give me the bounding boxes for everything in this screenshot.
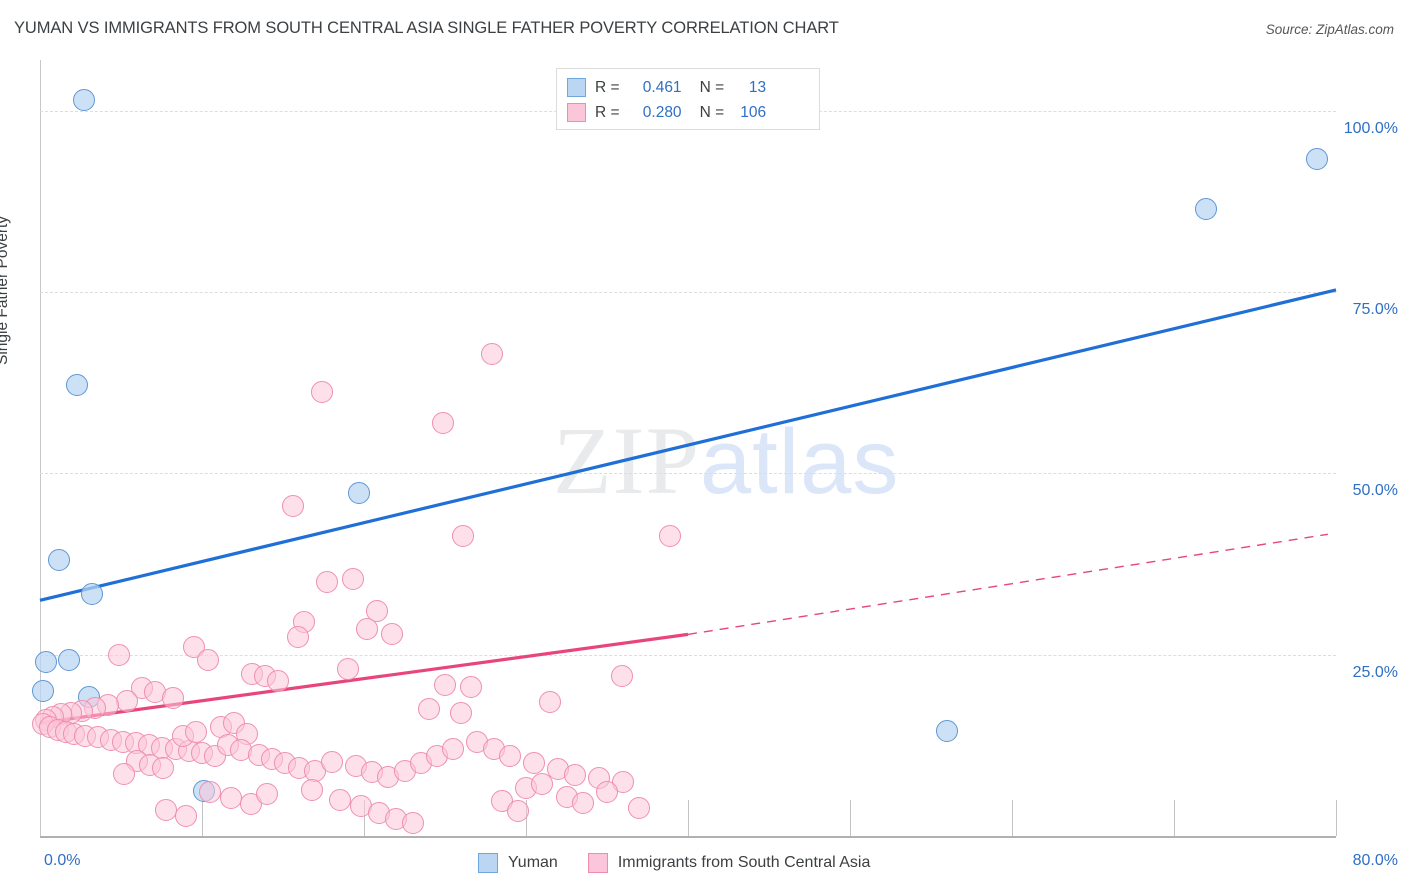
legend-label-yuman: Yuman [508, 854, 558, 871]
y-axis-label-100: 100.0% [1343, 119, 1398, 137]
x-axis-tick-60 [1012, 800, 1013, 836]
scatter-point[interactable] [659, 525, 682, 548]
stats-r-value-yuman: 0.461 [642, 78, 682, 96]
x-axis-tick-80 [1336, 800, 1337, 836]
scatter-point[interactable] [152, 756, 175, 779]
scatter-point[interactable] [32, 679, 55, 702]
legend-swatch-yuman [478, 853, 498, 873]
scatter-point[interactable] [1305, 148, 1328, 171]
scatter-point[interactable] [310, 381, 333, 404]
y-axis-label-25: 25.0% [1352, 663, 1398, 681]
legend-entry-yuman[interactable]: Yuman [478, 853, 558, 873]
y-axis-label-75: 75.0% [1352, 301, 1398, 319]
scatter-point[interactable] [450, 701, 473, 724]
scatter-point[interactable] [184, 720, 207, 743]
scatter-point[interactable] [197, 649, 220, 672]
x-axis-tick-40 [688, 800, 689, 836]
scatter-point[interactable] [315, 571, 338, 594]
scatter-point[interactable] [498, 745, 521, 768]
scatter-point[interactable] [365, 600, 388, 623]
stats-n-value-yuman: 13 [748, 78, 767, 96]
source-attribution: Source: ZipAtlas.com [1265, 22, 1394, 37]
x-axis-max-label: 80.0% [1352, 852, 1398, 869]
stats-swatch-immigrants [567, 103, 586, 122]
scatter-point[interactable] [348, 481, 371, 504]
scatter-point[interactable] [48, 549, 71, 572]
scatter-point[interactable] [610, 665, 633, 688]
x-axis-tick-70 [1174, 800, 1175, 836]
scatter-point[interactable] [451, 524, 474, 547]
series-legend: Yuman Immigrants from South Central Asia [478, 852, 900, 874]
scatter-point[interactable] [442, 737, 465, 760]
x-axis-tick-50 [850, 800, 851, 836]
scatter-point[interactable] [417, 698, 440, 721]
stats-r-key-yuman: R = [595, 78, 620, 96]
legend-entry-immigrants[interactable]: Immigrants from South Central Asia [587, 853, 871, 873]
correlation-stats-box: R = 0.461 N = 13 R = 0.280 N = 106 [556, 68, 820, 130]
scatter-point[interactable] [108, 643, 131, 666]
x-axis-line [40, 836, 1336, 838]
scatter-point[interactable] [35, 650, 58, 673]
scatter-point[interactable] [434, 674, 456, 697]
scatter-point[interactable] [628, 797, 651, 820]
stats-n-key-yuman: N = [699, 78, 725, 96]
scatter-point[interactable] [66, 373, 89, 396]
scatter-point[interactable] [380, 622, 403, 645]
scatter-point[interactable] [571, 791, 594, 814]
gridline-50 [40, 473, 1336, 475]
stats-n-key-immigrants: N = [699, 103, 725, 121]
scatter-point[interactable] [506, 800, 529, 823]
page-title: YUMAN VS IMMIGRANTS FROM SOUTH CENTRAL A… [14, 19, 839, 37]
scatter-point[interactable] [161, 687, 184, 710]
stats-swatch-yuman [567, 78, 586, 97]
scatter-point[interactable] [1195, 197, 1218, 220]
x-axis-tick-10 [202, 800, 203, 836]
stats-n-value-immigrants: 106 [740, 103, 767, 121]
gridline-75 [40, 292, 1336, 294]
scatter-point[interactable] [480, 343, 503, 366]
scatter-point[interactable] [523, 752, 546, 775]
scatter-point[interactable] [936, 719, 959, 742]
zipatlas-watermark: ZIPatlas [553, 405, 899, 516]
scatter-point[interactable] [281, 495, 304, 518]
scatter-point[interactable] [356, 618, 379, 641]
scatter-point[interactable] [341, 567, 364, 590]
stats-row-yuman: R = 0.461 N = 13 [567, 75, 809, 100]
scatter-point[interactable] [328, 788, 351, 811]
scatter-point[interactable] [267, 669, 290, 692]
stats-r-value-immigrants: 0.280 [642, 103, 682, 121]
scatter-point[interactable] [401, 811, 424, 834]
legend-label-immigrants: Immigrants from South Central Asia [617, 854, 871, 871]
x-axis-tick-20 [364, 800, 365, 836]
scatter-point[interactable] [563, 764, 586, 787]
y-axis-title: Single Father Poverty [0, 215, 11, 365]
legend-swatch-immigrants [587, 853, 608, 873]
scatter-point[interactable] [320, 751, 343, 774]
x-axis-min-label: 0.0% [44, 852, 81, 869]
scatter-point[interactable] [286, 625, 309, 648]
scatter-point[interactable] [255, 782, 278, 805]
x-axis-tick-30 [526, 800, 527, 836]
stats-r-key-immigrants: R = [595, 103, 620, 121]
scatter-point[interactable] [596, 781, 618, 804]
watermark-atlas: atlas [700, 411, 900, 513]
gridline-25 [40, 654, 1336, 656]
scatter-point[interactable] [432, 411, 455, 434]
scatter-point[interactable] [72, 88, 95, 111]
stats-row-immigrants: R = 0.280 N = 106 [567, 100, 809, 125]
scatter-point[interactable] [301, 778, 324, 801]
watermark-zip: ZIP [553, 407, 700, 514]
scatter-point[interactable] [531, 772, 554, 795]
scatter-point[interactable] [459, 676, 482, 699]
scatter-point[interactable] [113, 762, 136, 785]
y-axis-label-50: 50.0% [1352, 482, 1398, 500]
scatter-point[interactable] [80, 583, 103, 606]
scatter-point[interactable] [539, 690, 562, 713]
scatter-point[interactable] [174, 804, 197, 827]
scatter-point[interactable] [336, 658, 359, 681]
scatter-point[interactable] [58, 648, 81, 671]
